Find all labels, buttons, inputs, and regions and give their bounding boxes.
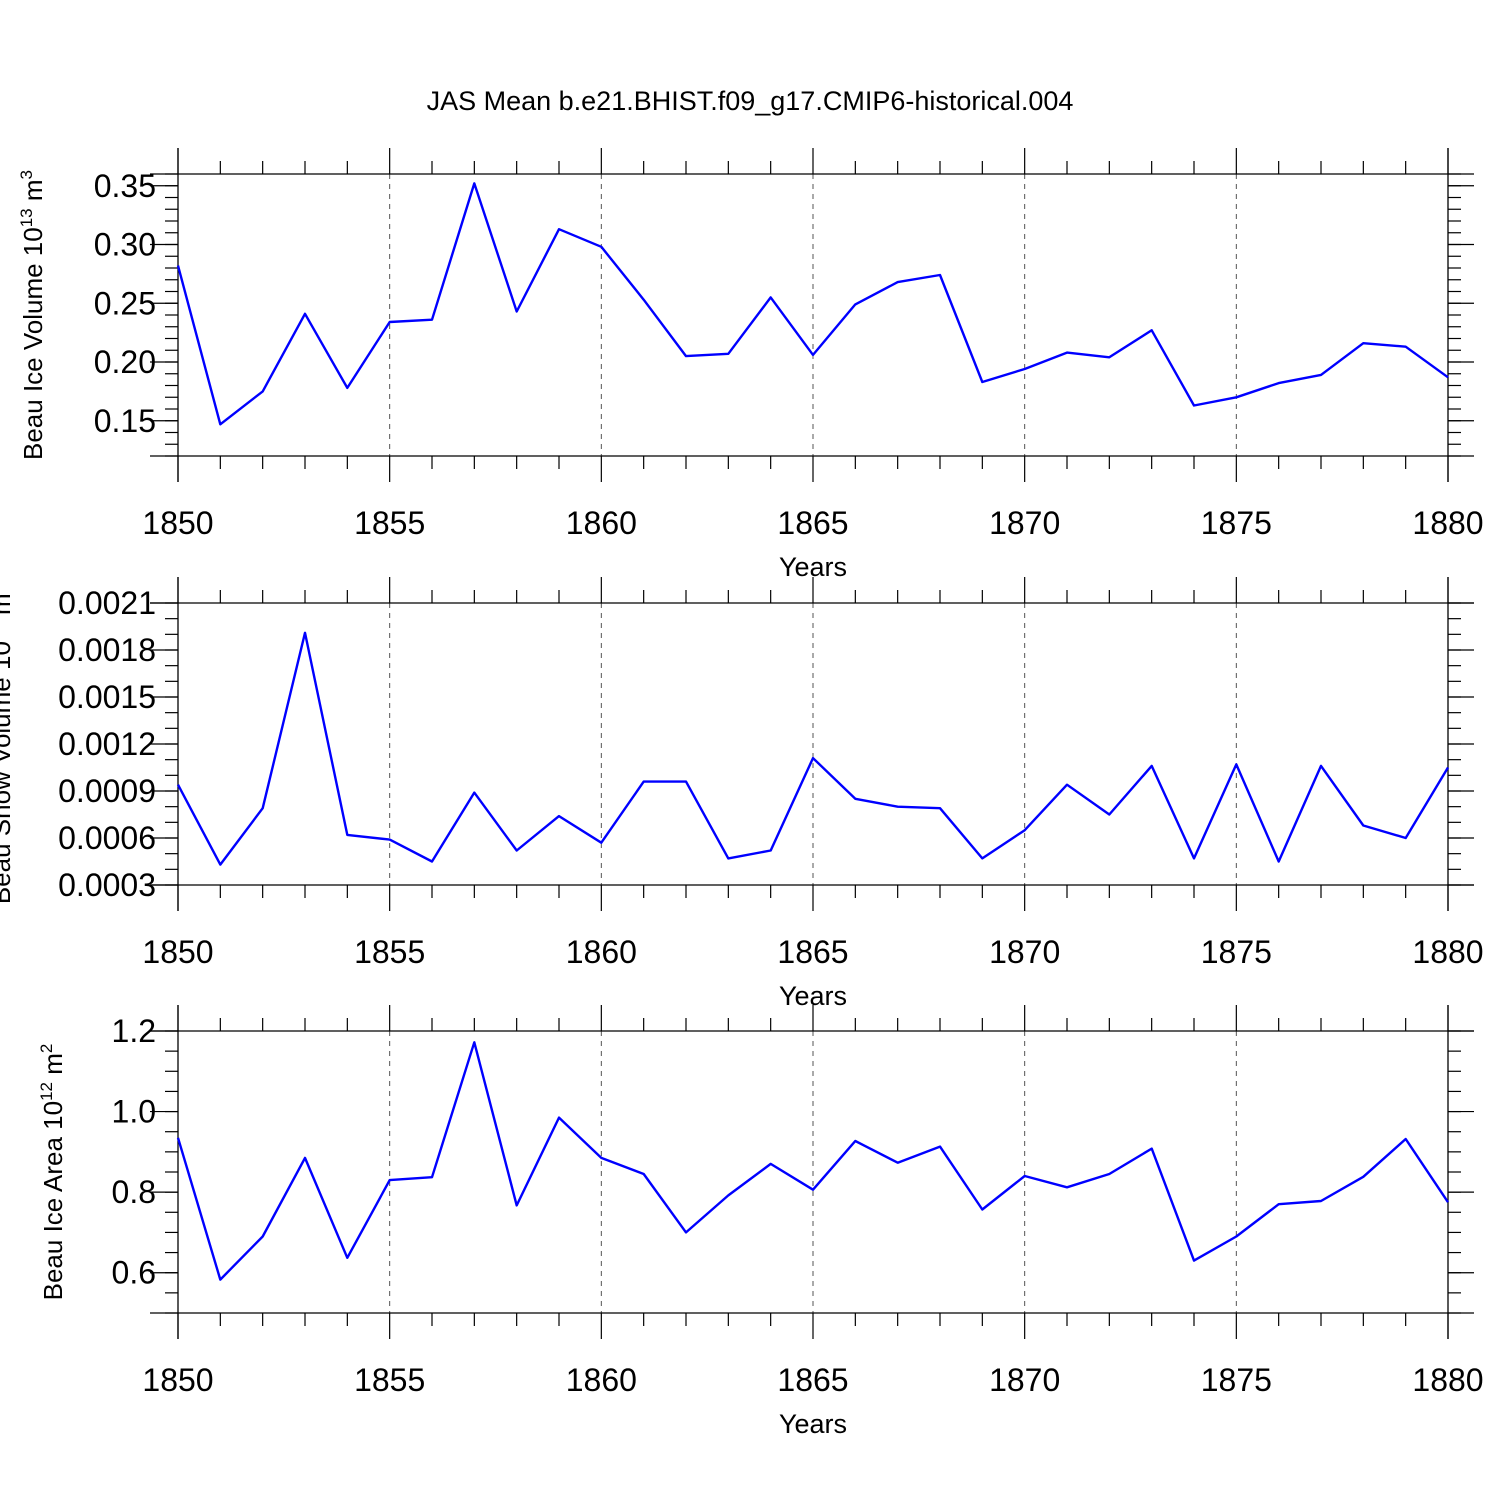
y-axis-title-text: Beau Snow Volume 10 [0,641,16,904]
y-tick-label-5: 0.0018 [58,632,156,668]
x-tick-label-1880: 1880 [1412,505,1483,541]
y-tick-label-2: 0.0009 [58,773,156,809]
y-axis-title-text: Beau Ice Area 10 [38,1101,68,1300]
y-tick-label-4: 0.0015 [58,679,156,715]
y-axis-title: Beau Snow Volume 1013 m3 [0,584,16,904]
y-tick-label-0: 0.6 [112,1255,156,1291]
x-tick-label-1865: 1865 [777,934,848,970]
x-tick-label-1855: 1855 [354,934,425,970]
x-tick-label-1870: 1870 [989,1362,1060,1398]
y-axis-title-text: Beau Ice Volume 10 [18,227,48,460]
x-tick-label-1865: 1865 [777,505,848,541]
y-axis-title: Beau Ice Area 1012 m2 [37,1044,68,1301]
panel-ice-area: 1850 1855 1860 1865 1870 1875 1880 0.6 0.8 1.0 1.2… [37,1005,1484,1439]
y-tick-label-1: 0.0006 [58,820,156,856]
figure-title: JAS Mean b.e21.BHIST.f09_g17.CMIP6-histo… [427,86,1074,116]
y-tick-label-4: 0.35 [94,168,156,204]
x-tick-label-1855: 1855 [354,505,425,541]
panel-snow-volume: 1850 1855 1860 1865 1870 1875 1880 0.0003 0.0006… [0,577,1484,1011]
y-axis-title-unit-exponent: 3 [0,584,4,593]
y-tick-label-3: 0.0012 [58,726,156,762]
y-axis-title-unit: m [18,179,48,208]
x-tick-label-1860: 1860 [566,505,637,541]
y-tick-label-1: 0.8 [112,1174,156,1210]
x-tick-label-1875: 1875 [1201,505,1272,541]
y-tick-label-0: 0.0003 [58,867,156,903]
y-axis-title-exponent: 12 [37,1082,56,1101]
x-tick-label-1875: 1875 [1201,934,1272,970]
x-tick-label-1860: 1860 [566,934,637,970]
x-tick-label-1865: 1865 [777,1362,848,1398]
x-tick-label-1880: 1880 [1412,934,1483,970]
x-tick-label-1850: 1850 [142,1362,213,1398]
x-tick-label-1870: 1870 [989,934,1060,970]
y-tick-label-1: 0.20 [94,344,156,380]
y-axis-title-unit-exponent: 3 [17,170,36,179]
y-tick-label-2: 0.25 [94,285,156,321]
x-tick-label-1860: 1860 [566,1362,637,1398]
x-tick-label-1875: 1875 [1201,1362,1272,1398]
x-axis-title: Years [779,1409,847,1439]
y-axis-title-exponent: 13 [17,208,36,227]
y-axis-title: Beau Ice Volume 1013 m3 [17,170,48,460]
y-tick-label-3: 1.2 [112,1013,156,1049]
y-tick-label-2: 1.0 [112,1094,156,1130]
panel-ice-volume: 1850 1855 1860 1865 1870 1875 1880 0.15 0.20 0.25… [17,148,1484,582]
y-axis-title-unit-exponent: 2 [37,1044,56,1053]
y-tick-label-6: 0.0021 [58,585,156,621]
x-tick-label-1850: 1850 [142,934,213,970]
y-axis-title-unit: m [0,593,16,622]
y-axis-title-exponent: 13 [0,622,4,641]
x-tick-label-1870: 1870 [989,505,1060,541]
x-tick-label-1880: 1880 [1412,1362,1483,1398]
x-tick-label-1855: 1855 [354,1362,425,1398]
y-axis-title-unit: m [38,1053,68,1082]
y-tick-label-3: 0.30 [94,227,156,263]
x-tick-label-1850: 1850 [142,505,213,541]
y-tick-label-0: 0.15 [94,403,156,439]
